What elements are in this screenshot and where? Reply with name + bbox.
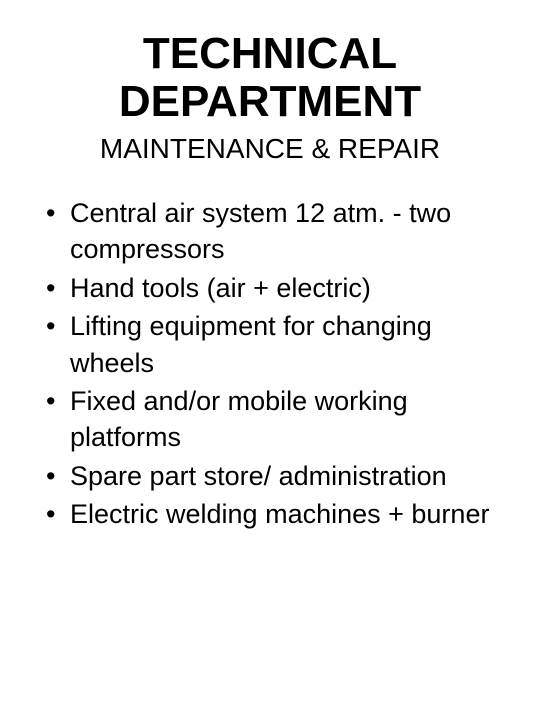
list-item: Fixed and/or mobile working platforms — [42, 383, 510, 456]
list-item: Lifting equipment for changing wheels — [42, 308, 510, 381]
list-item: Central air system 12 atm. - two compres… — [42, 195, 510, 268]
list-item: Spare part store/ administration — [42, 458, 510, 494]
list-item: Electric welding machines + burner — [42, 496, 510, 532]
page-title: TECHNICAL DEPARTMENT — [30, 30, 510, 127]
page-subtitle: MAINTENANCE & REPAIR — [30, 133, 510, 165]
list-item: Hand tools (air + electric) — [42, 270, 510, 306]
bullet-list: Central air system 12 atm. - two compres… — [30, 195, 510, 533]
